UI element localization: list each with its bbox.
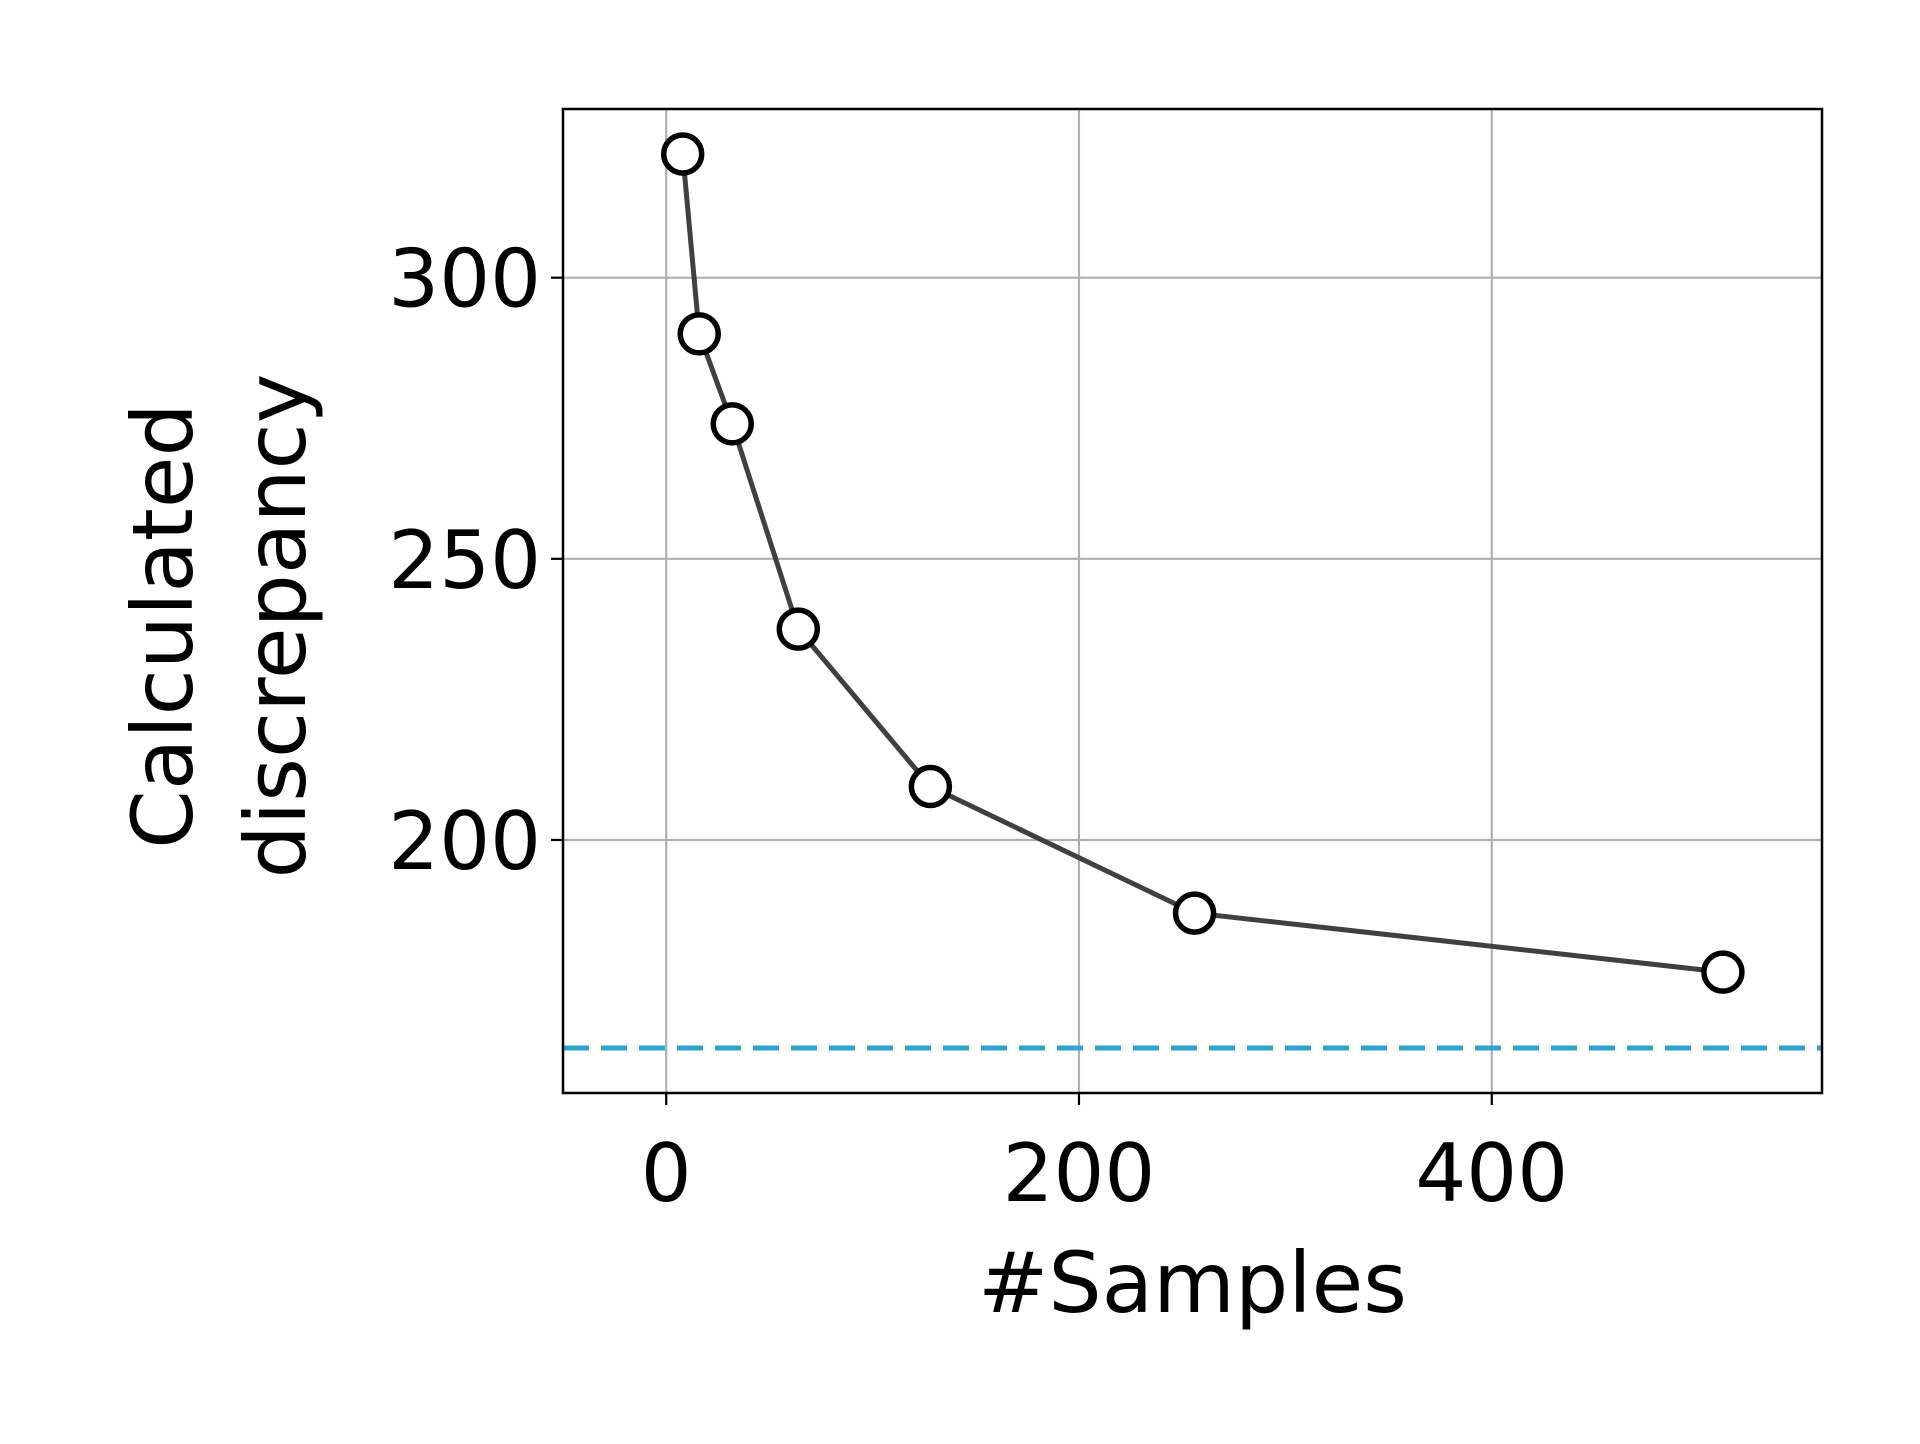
data-point [1172,891,1217,935]
y-tick-label: 300 [388,233,541,326]
grid [563,109,1822,1093]
data-point [1701,950,1745,994]
x-tick-label: 0 [641,1127,692,1220]
data-point [660,132,705,176]
ticks: 0 200 400 200 250 300 [388,233,1568,1220]
data-point [908,764,953,809]
x-tick-label: 200 [1003,1127,1156,1220]
y-tick-label: 250 [388,514,541,607]
data-point [776,607,821,651]
y-axis-label-line-2: discrepancy [227,374,325,879]
data-point [710,402,754,446]
x-tick-label: 400 [1415,1127,1568,1220]
y-axis-label-line-1: Calculated [114,403,212,849]
plot-frame [561,107,1824,1095]
x-axis-label: #Samples [978,1234,1407,1332]
series-layer [660,132,1745,994]
data-point [677,312,721,356]
y-tick-label: 200 [388,795,541,888]
